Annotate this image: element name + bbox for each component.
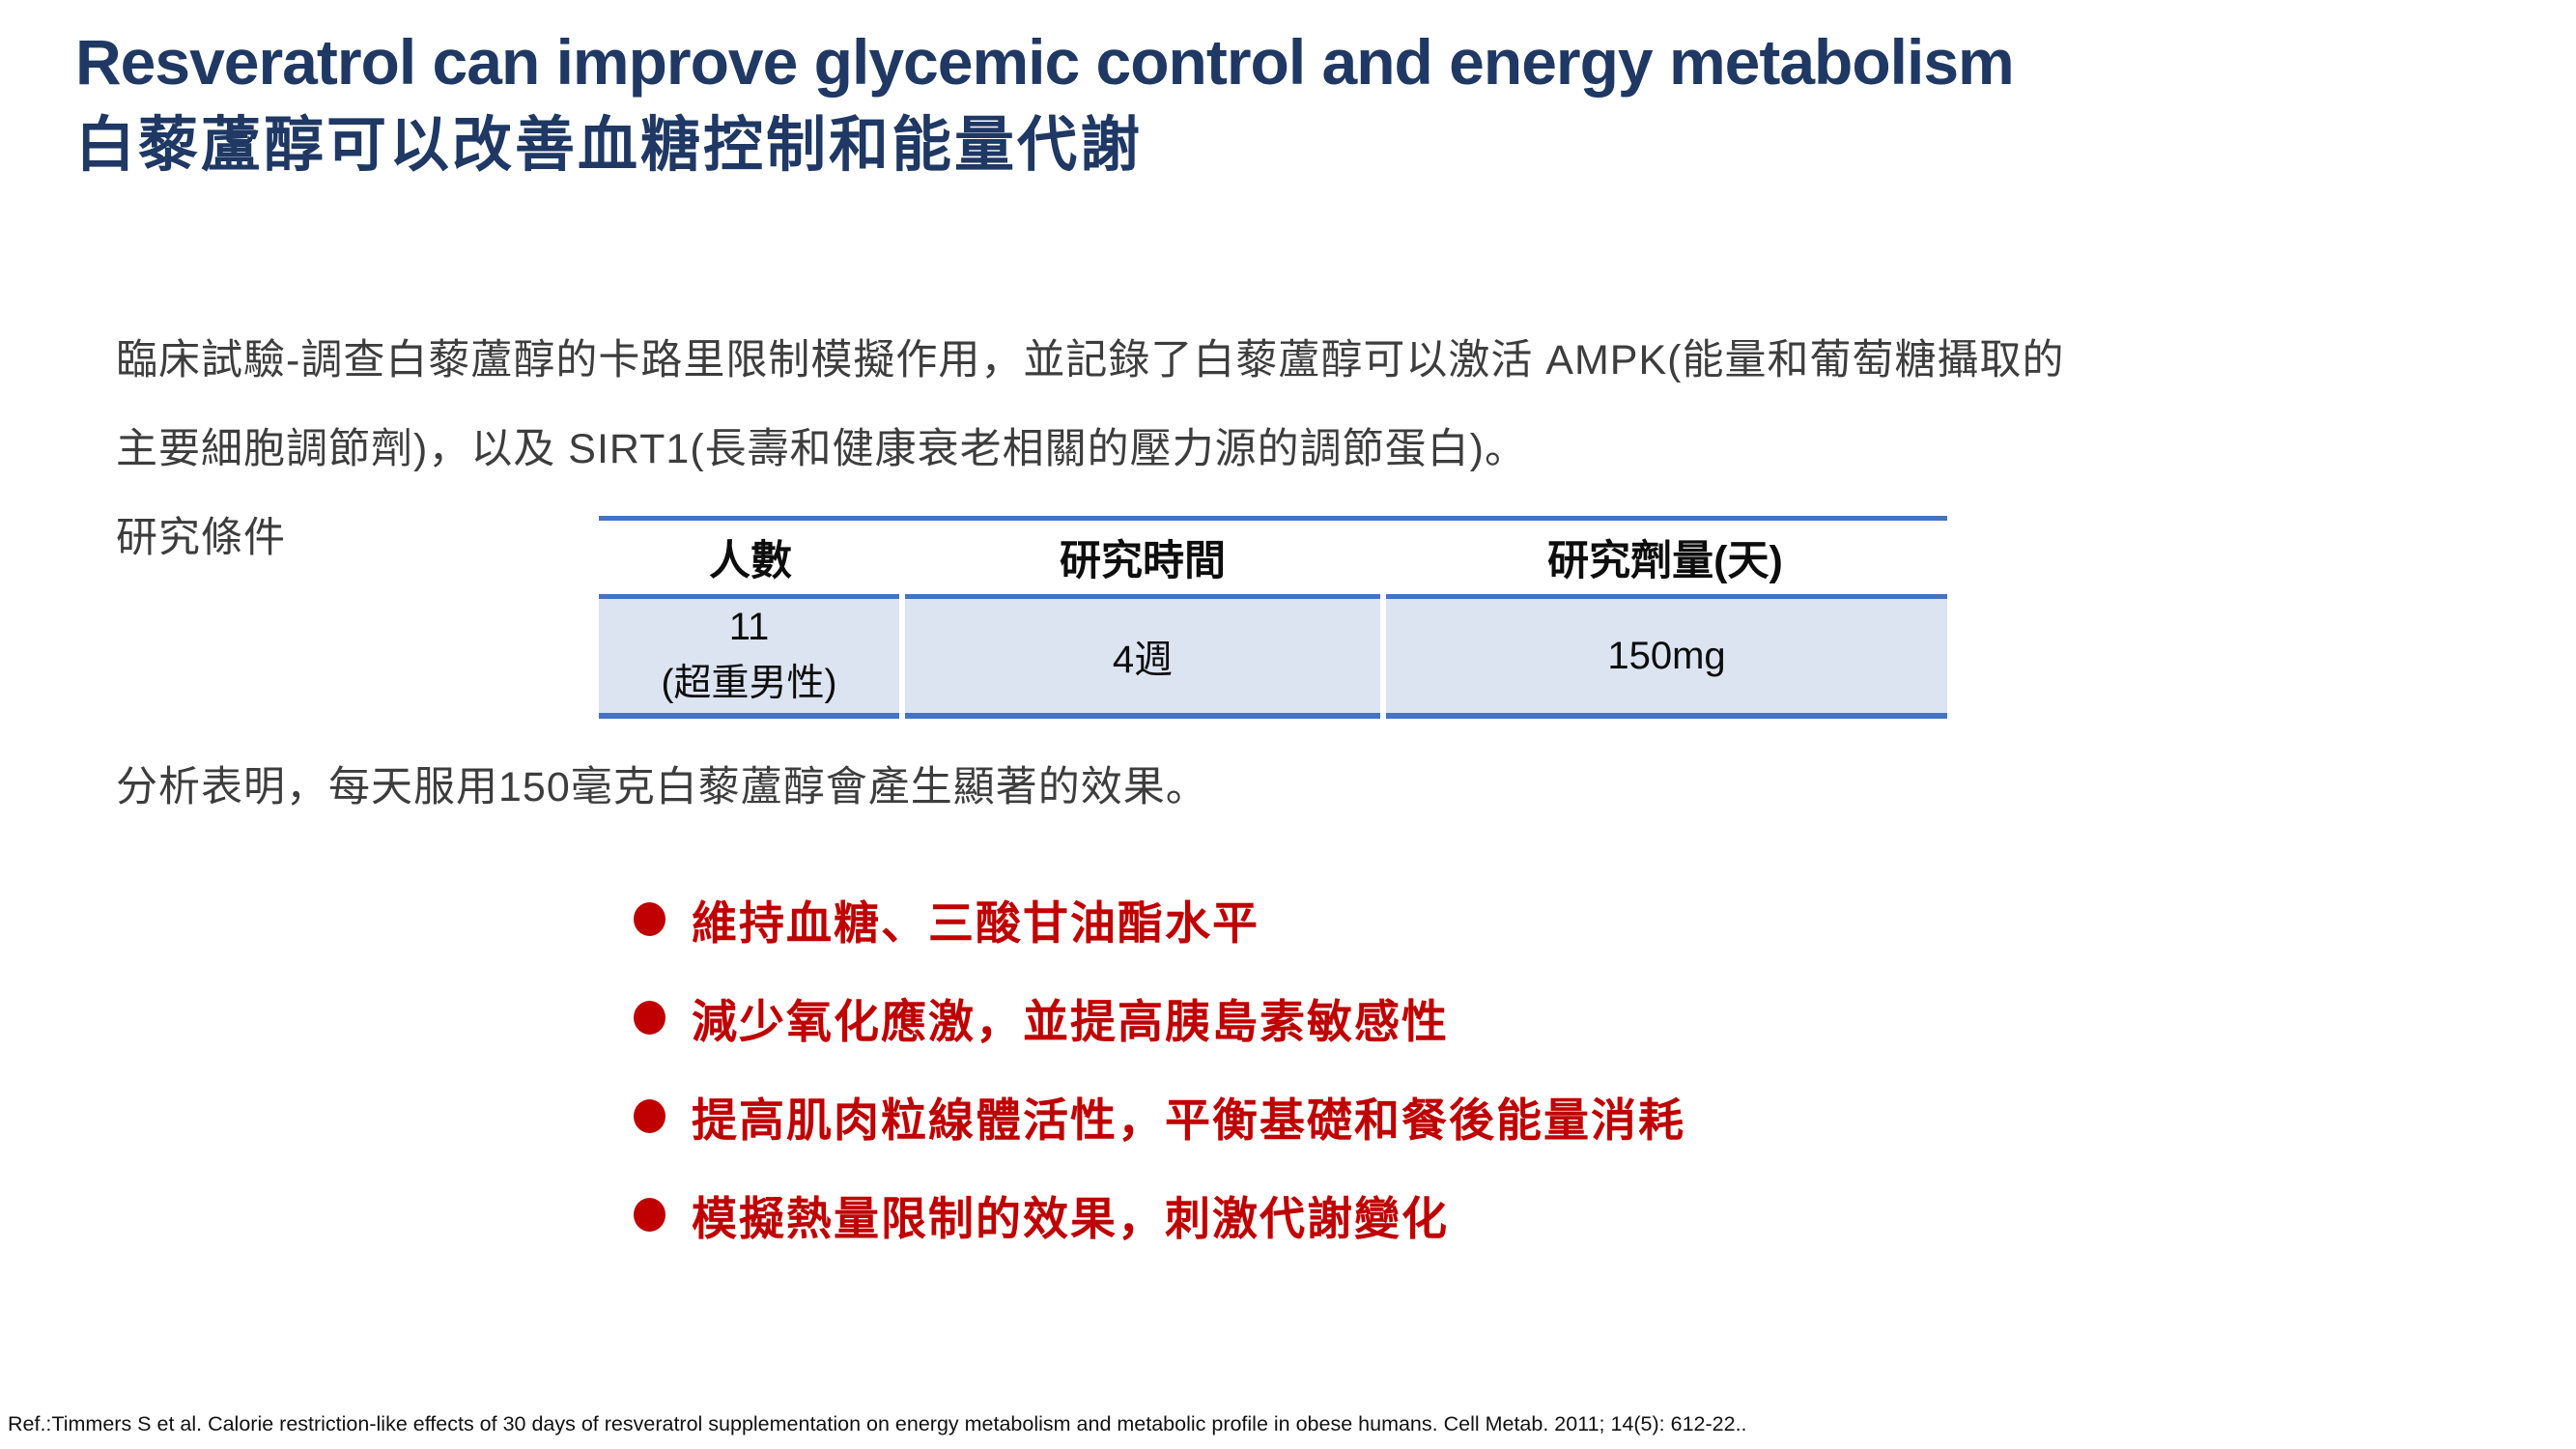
cell-dose: 150mg [1380, 596, 1947, 716]
benefit-bullet-list: 維持血糖、三酸甘油酯水平 減少氧化應激，並提高胰島素敏感性 提高肌肉粒線體活性，… [634, 869, 1685, 1264]
title-block: Resveratrol can improve glycemic control… [75, 26, 2015, 179]
list-item: 減少氧化應激，並提高胰島素敏感性 [634, 968, 1685, 1066]
header-duration: 研究時間 [902, 518, 1383, 597]
bullet-text-1: 維持血糖、三酸甘油酯水平 [692, 896, 1260, 949]
list-item: 維持血糖、三酸甘油酯水平 [634, 869, 1685, 968]
table-data-row: 11 (超重男性) 4週 150mg [599, 596, 1947, 716]
participants-count: 11 [728, 605, 770, 648]
list-item: 提高肌肉粒線體活性，平衡基礎和餐後能量消耗 [634, 1066, 1685, 1165]
header-participants: 人數 [599, 518, 902, 597]
bullet-text-4: 模擬熱量限制的效果，刺激代謝變化 [692, 1192, 1449, 1244]
bullet-dot-icon [634, 1098, 665, 1133]
table-header-row: 人數 研究時間 研究劑量(天) [599, 518, 1947, 597]
intro-paragraph-line-1: 臨床試驗-調查白藜蘆醇的卡路里限制模擬作用，並記錄了白藜蘆醇可以激活 AMPK(… [116, 337, 2065, 384]
study-conditions-table: 人數 研究時間 研究劑量(天) 11 (超重男性) 4週 150mg [599, 516, 1947, 719]
bullet-dot-icon [634, 1197, 665, 1232]
bullet-dot-icon [634, 1000, 665, 1035]
cell-duration: 4週 [899, 596, 1383, 716]
slide-title-english: Resveratrol can improve glycemic control… [75, 26, 2015, 98]
list-item: 模擬熱量限制的效果，刺激代謝變化 [634, 1165, 1685, 1264]
bullet-text-3: 提高肌肉粒線體活性，平衡基礎和餐後能量消耗 [692, 1094, 1685, 1146]
bullet-dot-icon [634, 901, 665, 936]
study-conditions-label: 研究條件 [116, 515, 286, 561]
header-dose: 研究劑量(天) [1383, 518, 1947, 597]
participants-note: (超重男性) [661, 662, 837, 704]
analysis-statement: 分析表明，每天服用150毫克白藜蘆醇會產生顯著的效果。 [116, 764, 1208, 810]
bullet-text-2: 減少氧化應激，並提高胰島素敏感性 [692, 995, 1449, 1047]
slide-title-chinese: 白藜蘆醇可以改善血糖控制和能量代謝 [75, 111, 1144, 179]
reference-citation: Ref.:Timmers S et al. Calorie restrictio… [8, 1412, 1747, 1435]
cell-participants: 11 (超重男性) [599, 596, 902, 716]
intro-paragraph-line-2: 主要細胞調節劑)，以及 SIRT1(長壽和健康衰老相關的壓力源的調節蛋白)。 [116, 426, 1527, 472]
